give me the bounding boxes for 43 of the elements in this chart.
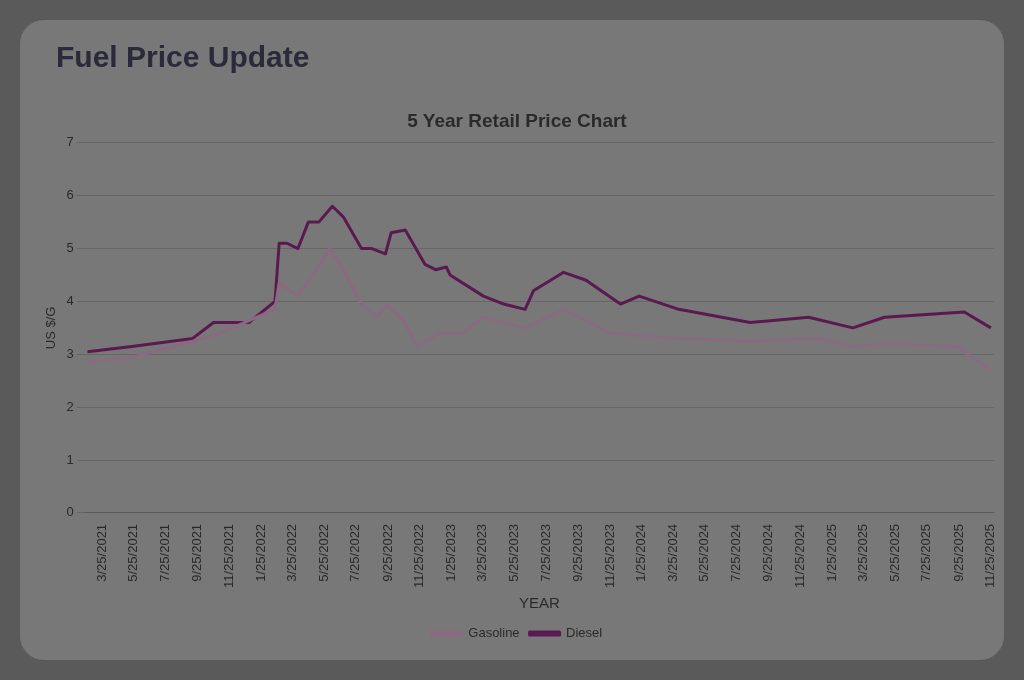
y-tick-label: 3 xyxy=(66,345,74,361)
x-tick-label: 9/25/2024 xyxy=(760,523,776,582)
x-tick-label: 5/25/2021 xyxy=(125,523,141,582)
y-tick-label: 4 xyxy=(66,292,74,308)
x-tick-label: 11/25/2023 xyxy=(601,523,617,589)
x-tick-label: 7/25/2021 xyxy=(157,523,173,582)
x-tick-label: 3/25/2024 xyxy=(664,523,680,582)
x-tick-label: 9/25/2022 xyxy=(379,523,395,582)
x-tick-label: 1/25/2022 xyxy=(253,523,269,582)
x-tick-label: 9/25/2025 xyxy=(950,523,966,582)
x-tick-label: 5/25/2024 xyxy=(696,523,712,582)
legend-label: Gasoline xyxy=(468,625,520,641)
x-tick-label: 7/25/2025 xyxy=(918,523,934,582)
x-tick-label: 1/25/2025 xyxy=(824,523,840,582)
y-axis-title: US $/G xyxy=(43,306,59,350)
x-tick-label: 5/25/2022 xyxy=(315,523,331,582)
x-tick-label: 11/25/2025 xyxy=(982,523,998,589)
legend-label: Diesel xyxy=(566,625,603,641)
x-tick-label: 7/25/2024 xyxy=(728,523,744,582)
y-tick-label: 7 xyxy=(66,134,74,150)
y-tick-label: 0 xyxy=(66,504,74,520)
y-tick-label: 5 xyxy=(66,240,74,256)
chart-title: Fuel Price Update xyxy=(56,40,310,74)
x-tick-label: 3/25/2025 xyxy=(854,523,870,582)
x-tick-label: 3/25/2021 xyxy=(93,523,109,582)
x-tick-label: 9/25/2023 xyxy=(569,523,585,582)
x-tick-label: 7/25/2022 xyxy=(347,523,363,582)
y-tick-label: 2 xyxy=(66,398,74,414)
x-tick-label: 1/25/2024 xyxy=(633,523,649,582)
x-tick-label: 7/25/2023 xyxy=(537,523,553,582)
x-axis-title: YEAR xyxy=(518,594,560,612)
x-tick-label: 5/25/2025 xyxy=(886,523,902,582)
chart-subtitle: 5 Year Retail Price Chart xyxy=(407,109,628,131)
x-tick-label: 9/25/2021 xyxy=(189,523,205,582)
x-tick-label: 11/25/2024 xyxy=(792,523,808,589)
x-tick-label: 1/25/2023 xyxy=(443,523,459,582)
x-tick-label: 11/25/2022 xyxy=(411,523,427,589)
x-tick-label: 3/25/2023 xyxy=(473,523,489,582)
x-tick-label: 11/25/2021 xyxy=(221,523,237,589)
x-tick-label: 3/25/2022 xyxy=(283,523,299,582)
y-tick-label: 1 xyxy=(66,451,74,467)
y-tick-label: 6 xyxy=(66,187,74,203)
x-tick-label: 5/25/2023 xyxy=(505,523,521,582)
